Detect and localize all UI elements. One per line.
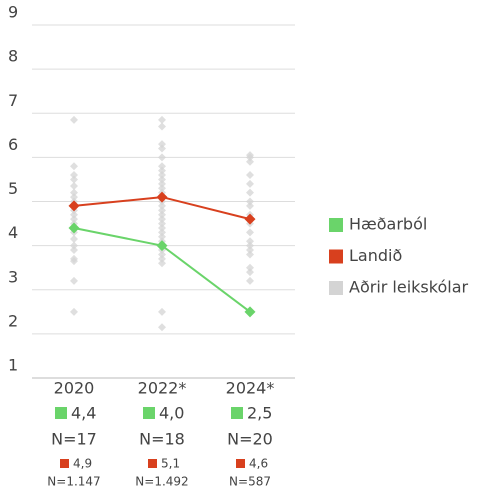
y-tick-label: 8	[8, 47, 18, 66]
legend-swatch	[236, 459, 245, 468]
legend-swatch	[329, 281, 343, 295]
other-point	[158, 166, 166, 175]
other-point	[70, 257, 78, 266]
other-point	[158, 307, 166, 316]
other-point	[246, 241, 254, 250]
other-point	[70, 188, 78, 197]
other-point	[158, 171, 166, 180]
other-point	[158, 254, 166, 263]
other-point	[70, 246, 78, 255]
other-point	[70, 171, 78, 180]
value-label: 4,6	[249, 457, 268, 471]
n-label: N=1.492	[135, 475, 188, 489]
legend-swatch	[143, 407, 155, 419]
other-point	[70, 115, 78, 124]
legend-swatch	[329, 249, 343, 264]
other-point	[158, 115, 166, 124]
other-point	[246, 179, 254, 188]
y-tick-label: 3	[8, 267, 18, 286]
series-point	[68, 200, 80, 212]
n-label: N=1.147	[47, 475, 100, 489]
legend-swatch	[329, 218, 343, 232]
x-tick-label: 2024*	[226, 379, 275, 398]
y-tick-label: 4	[8, 223, 18, 242]
y-tick-label: 7	[8, 91, 18, 110]
other-point	[70, 276, 78, 285]
other-point	[158, 175, 166, 184]
x-tick-label: 2020	[54, 379, 95, 398]
other-point	[158, 223, 166, 232]
other-point	[246, 188, 254, 197]
other-point	[158, 232, 166, 241]
value-label: 2,5	[247, 404, 272, 423]
other-point	[158, 215, 166, 224]
other-point	[246, 268, 254, 277]
other-point	[158, 162, 166, 171]
y-tick-label: 1	[8, 356, 18, 375]
n-label: N=20	[227, 430, 273, 449]
other-point	[70, 182, 78, 191]
other-point	[158, 206, 166, 215]
other-point	[246, 157, 254, 166]
series-point	[156, 240, 168, 252]
legend-swatch	[231, 407, 243, 419]
other-point	[158, 140, 166, 149]
other-point	[246, 228, 254, 237]
other-point	[246, 197, 254, 206]
other-point	[158, 184, 166, 193]
legend-label: Aðrir leikskólar	[349, 278, 468, 297]
other-point	[246, 263, 254, 272]
x-tick-label: 2022*	[138, 379, 187, 398]
other-point	[70, 241, 78, 250]
other-point	[158, 259, 166, 268]
other-point	[246, 276, 254, 285]
legend-label: Landið	[349, 246, 402, 265]
y-tick-label: 5	[8, 179, 18, 198]
other-point	[70, 175, 78, 184]
n-label: N=17	[51, 430, 97, 449]
other-point	[246, 201, 254, 210]
other-point	[70, 210, 78, 219]
value-label: 4,0	[159, 404, 184, 423]
other-point	[246, 153, 254, 162]
other-point	[158, 323, 166, 332]
series-point	[244, 306, 256, 318]
legend-label: Hæðarból	[349, 215, 427, 234]
other-point	[158, 122, 166, 131]
legend-swatch	[148, 459, 157, 468]
other-point	[70, 307, 78, 316]
other-point	[70, 215, 78, 224]
other-point	[246, 250, 254, 259]
other-point	[158, 153, 166, 162]
other-point	[158, 250, 166, 259]
other-point	[158, 228, 166, 237]
other-point	[158, 210, 166, 219]
other-point	[70, 162, 78, 171]
legend-swatch	[55, 407, 67, 419]
other-point	[70, 235, 78, 244]
other-point	[158, 201, 166, 210]
series-point	[156, 191, 168, 203]
series-point	[244, 213, 256, 225]
n-label: N=587	[229, 475, 271, 489]
other-point	[246, 246, 254, 255]
n-label: N=18	[139, 430, 185, 449]
value-label: 4,4	[71, 404, 96, 423]
y-tick-label: 6	[8, 135, 18, 154]
y-tick-label: 9	[8, 3, 18, 22]
other-point	[158, 219, 166, 228]
y-tick-label: 2	[8, 311, 18, 330]
other-point	[158, 144, 166, 153]
value-label: 4,9	[73, 457, 92, 471]
other-point	[246, 237, 254, 246]
series-point	[68, 222, 80, 234]
other-point	[70, 193, 78, 202]
value-label: 5,1	[161, 457, 180, 471]
other-point	[158, 179, 166, 188]
other-point	[246, 171, 254, 180]
legend-swatch	[60, 459, 69, 468]
